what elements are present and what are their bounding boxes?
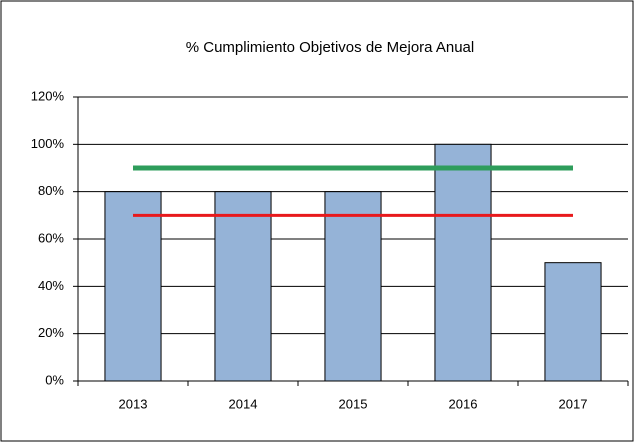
y-tick-label: 0% [45, 372, 64, 387]
y-tick-label: 120% [31, 88, 65, 103]
y-tick-label: 60% [38, 230, 64, 245]
x-tick-label: 2017 [559, 396, 588, 411]
y-tick-label: 80% [38, 183, 64, 198]
x-tick-label: 2015 [339, 396, 368, 411]
chart-title: % Cumplimiento Objetivos de Mejora Anual [186, 39, 474, 56]
bar [434, 143, 492, 382]
x-tick-label: 2013 [119, 396, 148, 411]
y-tick-label: 40% [38, 278, 64, 293]
bar [214, 191, 272, 382]
x-tick-label: 2014 [229, 396, 258, 411]
bar [324, 191, 382, 382]
bar [544, 262, 602, 382]
y-tick-label: 100% [31, 136, 65, 151]
x-tick-label: 2016 [449, 396, 478, 411]
y-tick-label: 20% [38, 325, 64, 340]
bar [104, 191, 162, 382]
